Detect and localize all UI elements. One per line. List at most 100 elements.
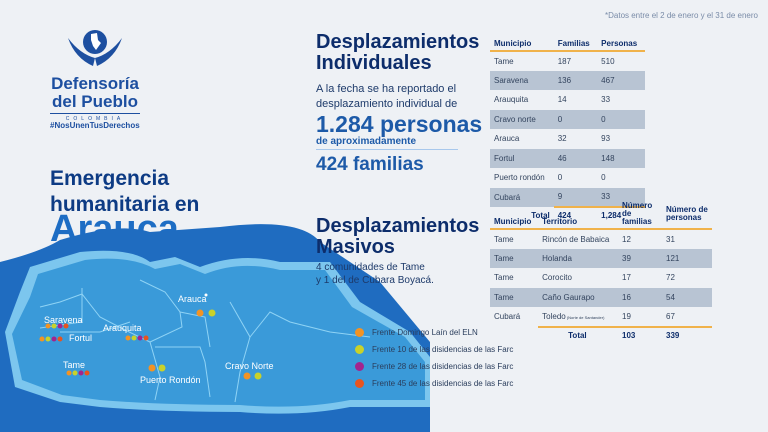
cell-familias: 17	[622, 273, 631, 283]
col-personas: Personas	[597, 38, 645, 52]
legend-item: Frente 45 de las disidencias de las Farc	[355, 375, 513, 392]
cell-territorio: Holanda	[538, 248, 618, 268]
individual-heading1: Desplazamientos	[316, 31, 480, 53]
cell-municipio: Saravena	[490, 70, 554, 90]
cell-municipio: Arauca	[494, 134, 520, 144]
cell-personas: 54	[662, 287, 712, 307]
cell-personas: 31	[666, 234, 675, 244]
logo-line2: del Pueblo	[52, 92, 138, 111]
legend-label: Frente 45 de las disidencias de las Farc	[372, 379, 514, 388]
map-label-cravo-norte: Cravo Norte	[225, 361, 274, 371]
cell-personas: 33	[601, 95, 611, 105]
cell-territorio: Toledo (Norte de Santander)	[542, 311, 605, 321]
cell-personas: 148	[597, 148, 645, 168]
masivo-text2: y 1 del de Cubara Boyacá.	[316, 275, 434, 286]
legend-dot-icon	[355, 362, 364, 371]
individual-heading2: Individuales	[316, 52, 432, 74]
cell-personas: 510	[601, 56, 615, 66]
table-row: Tame Rincón de Babaica 12 31	[490, 229, 712, 249]
masivo-heading1: Desplazamientos	[316, 215, 480, 237]
map-label-arauquita: Arauquita	[103, 323, 142, 333]
individual-text1: A la fecha se ha reportado el	[316, 83, 457, 95]
cell-personas: 0	[601, 173, 606, 183]
masivo-heading2: Masivos	[316, 236, 395, 258]
cell-territorio: Corocito	[542, 273, 572, 283]
table-row: Tame Corocito 17 72	[490, 268, 712, 288]
hashtag: #NosUnenTusDerechos	[50, 121, 140, 130]
map-label-fortul: Fortul	[69, 333, 92, 343]
legend-dot-icon	[355, 379, 364, 388]
individual-text2: desplazamiento individual de	[316, 98, 458, 110]
individual-persons: 1.284 personas	[316, 111, 483, 137]
cell-familias: 19	[622, 311, 631, 321]
title-line1: Emergencia	[50, 167, 170, 190]
cell-municipio: Tame	[494, 234, 514, 244]
table-row: Tame Caño Gaurapo 16 54	[490, 287, 712, 307]
cell-personas: 467	[597, 70, 645, 90]
col-territorio: Territorio	[538, 200, 618, 230]
map-label-puerto-rondon: Puerto Rondón	[140, 375, 201, 385]
masivo-table: Municipio Territorio Número de familias …	[490, 200, 712, 343]
toledo-note: (Norte de Santander)	[565, 314, 605, 320]
col-municipio: Municipio	[490, 38, 554, 52]
table-row: Fortul 46 148	[490, 148, 645, 168]
col-familias: Familias	[553, 38, 598, 52]
legend: Frente Domingo Laín del ELN Frente 10 de …	[355, 324, 513, 392]
cell-personas: 0	[597, 109, 645, 129]
map-label-saravena: Saravena	[44, 315, 83, 325]
logo-line1: Defensoría	[51, 74, 139, 93]
date-note: *Datos entre el 2 de enero y el 31 de en…	[605, 11, 758, 20]
table-row: Cubará Toledo (Norte de Santander) 19 67	[490, 307, 712, 327]
legend-dot-icon	[355, 345, 364, 354]
cell-familias: 0	[557, 173, 563, 183]
cell-municipio: Cravo norte	[490, 109, 554, 129]
cell-familias: 32	[557, 134, 567, 144]
masivo-text1: 4 comunidades de Tame	[316, 262, 425, 273]
legend-item: Frente Domingo Laín del ELN	[355, 324, 513, 341]
col-familias: Número de familias	[618, 200, 662, 230]
cell-familias: 16	[618, 287, 662, 307]
total-row: Total 103 339	[490, 325, 712, 343]
cell-municipio: Puerto rondón	[494, 173, 545, 183]
logo: Defensoría del Pueblo COLOMBIA	[50, 28, 140, 122]
cell-personas: 67	[666, 311, 675, 321]
total-label: Total	[538, 325, 618, 343]
cell-familias: 187	[557, 56, 572, 66]
map-label-tame: Tame	[63, 360, 85, 370]
logo-line3: COLOMBIA	[50, 113, 140, 122]
title-lines: Emergencia humanitaria en	[50, 166, 199, 218]
col-municipio: Municipio	[490, 200, 539, 230]
cell-territorio: Caño Gaurapo	[538, 287, 618, 307]
table-row: Tame 187 510	[490, 51, 645, 71]
total-personas: 339	[662, 325, 712, 343]
cell-territorio: Rincón de Babaica	[542, 234, 610, 244]
individual-approx: de aproximadamente	[316, 136, 458, 150]
legend-label: Frente Domingo Laín del ELN	[372, 328, 478, 337]
cell-familias: 12	[622, 234, 631, 244]
legend-item: Frente 10 de las disidencias de las Farc	[355, 341, 513, 358]
arauca-map: Arauca Saravena Arauquita Fortul Tame Pu…	[0, 224, 430, 432]
map-markers	[39, 309, 262, 380]
cell-municipio: Fortul	[490, 148, 554, 168]
table-row: Tame Holanda 39 121	[490, 248, 712, 268]
cell-municipio: Cubará	[494, 312, 521, 322]
cell-municipio: Tame	[494, 56, 514, 66]
cell-familias: 46	[553, 148, 598, 168]
title-line2: humanitaria en	[50, 193, 200, 216]
table-row: Saravena 136 467	[490, 70, 645, 90]
doves-icon	[68, 30, 122, 66]
table-row: Arauquita 14 33	[490, 90, 645, 110]
cell-personas: 93	[601, 134, 611, 144]
table-row: Puerto rondón 0 0	[490, 168, 645, 188]
individual-table: Municipio Familias Personas Tame 187 510 Sa…	[490, 38, 645, 223]
col-personas: Número de personas	[662, 200, 712, 230]
legend-label: Frente 28 de las disidencias de las Farc	[372, 362, 514, 371]
cell-familias: 14	[557, 95, 567, 105]
table-row: Arauca 32 93	[490, 129, 645, 149]
legend-item: Frente 28 de las disidencias de las Farc	[355, 358, 513, 375]
cell-familias: 39	[618, 248, 662, 268]
individual-section: Desplazamientos Individuales A la fecha …	[316, 32, 482, 176]
cell-municipio: Arauquita	[494, 95, 529, 105]
total-familias: 103	[618, 325, 662, 343]
cell-municipio: Tame	[490, 287, 539, 307]
